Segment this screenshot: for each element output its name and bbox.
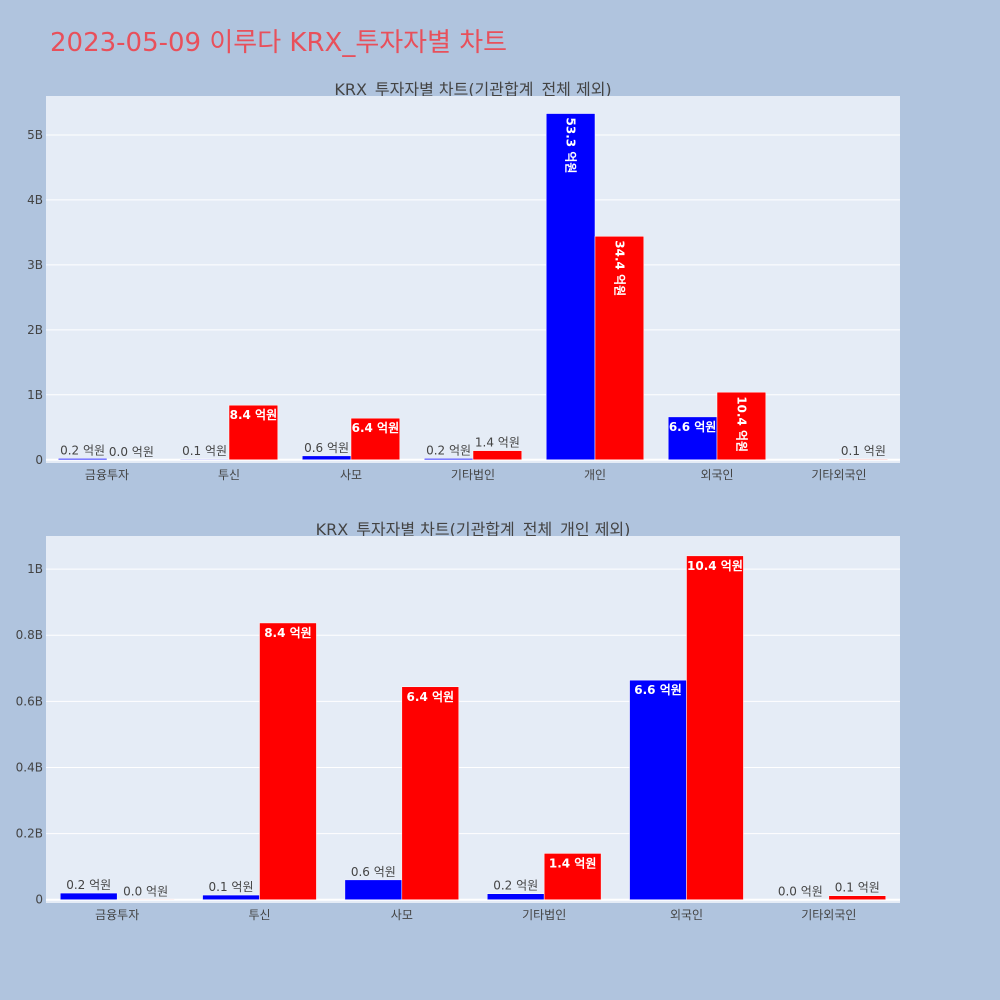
data-label: 0.2 억원	[66, 878, 111, 892]
data-label: 6.6 억원	[634, 683, 682, 697]
y-tick-label: 0.4B	[16, 760, 43, 774]
bar	[57, 458, 108, 461]
bar	[686, 555, 744, 900]
bar	[667, 416, 718, 461]
x-tick-label: 투신	[218, 468, 240, 482]
y-tick-label: 0	[35, 453, 43, 467]
data-label: 1.4 억원	[549, 856, 597, 870]
bar	[543, 853, 602, 900]
y-tick-label: 0.2B	[16, 827, 43, 841]
y-tick-label: 5B	[27, 128, 43, 142]
data-label: 34.4 억원	[612, 240, 626, 296]
x-tick-label: 외국인	[700, 468, 733, 482]
data-label: 53.3 억원	[564, 118, 578, 174]
x-tick-label: 사모	[391, 908, 413, 922]
bar	[423, 458, 474, 461]
bar	[179, 458, 230, 461]
bar	[486, 893, 545, 900]
x-tick-label: 개인	[584, 468, 606, 482]
y-tick-label: 3B	[27, 258, 43, 272]
data-label: 10.4 억원	[734, 396, 748, 452]
investor-chart-all: KRX_투자자별 차트(기관합계_전체 제외) 0 1B 2B 3B 4B 5B 금융투자 0…	[27, 80, 900, 482]
investor-chart-excl-individual: KRX_투자자별 차트(기관합계_전체_개인 제외) 0 0.2B 0.4B 0.6B…	[16, 520, 900, 922]
data-label: 0.2 억원	[60, 443, 105, 457]
x-tick-label: 기타외국인	[801, 908, 856, 922]
bar	[716, 391, 767, 461]
x-tick-label: 기타법인	[451, 468, 495, 482]
y-tick-label: 0.6B	[16, 694, 43, 708]
page-title: 2023-05-09 이루다 KRX_투자자별 차트	[50, 28, 508, 58]
bar	[828, 895, 887, 900]
x-tick-label: 사모	[340, 468, 362, 482]
y-tick-label: 1B	[27, 562, 43, 576]
data-label: 0.6 억원	[304, 441, 349, 455]
data-label: 0.6 억원	[351, 865, 396, 879]
y-tick-label: 0.8B	[16, 628, 43, 642]
data-label: 8.4 억원	[264, 626, 312, 640]
bar	[301, 455, 352, 461]
bar	[629, 679, 687, 900]
data-label: 0.1 억원	[182, 444, 227, 458]
y-tick-label: 0	[35, 893, 43, 907]
x-tick-label: 투신	[248, 908, 270, 922]
x-tick-label: 기타법인	[522, 908, 566, 922]
plot-area	[46, 536, 900, 903]
y-tick-label: 2B	[27, 323, 43, 337]
data-label: 0.2 억원	[426, 443, 471, 457]
data-label: 0.1 억원	[835, 881, 880, 895]
y-tick-label: 1B	[27, 388, 43, 402]
chart-title: KRX_투자자별 차트(기관합계_전체_개인 제외)	[316, 520, 631, 540]
bar	[344, 879, 403, 900]
bar	[545, 113, 596, 461]
data-label: 0.0 억원	[778, 885, 823, 899]
data-label: 1.4 억원	[475, 436, 520, 450]
bar	[202, 894, 260, 900]
data-label: 0.2 억원	[493, 879, 538, 893]
x-tick-label: 금융투자	[95, 908, 139, 922]
data-label: 0.1 억원	[209, 880, 254, 894]
data-label: 0.0 억원	[123, 884, 168, 898]
bar	[594, 236, 645, 461]
plot-area	[46, 96, 900, 463]
bar	[259, 622, 317, 900]
bar	[838, 458, 889, 461]
bar	[59, 892, 118, 900]
bar	[401, 686, 460, 900]
data-label: 6.4 억원	[407, 690, 455, 704]
data-label: 8.4 억원	[230, 408, 278, 422]
x-tick-label: 금융투자	[85, 468, 129, 482]
bar	[472, 450, 523, 461]
data-label: 0.0 억원	[109, 445, 154, 459]
bar	[350, 417, 401, 461]
bar	[228, 404, 279, 461]
x-tick-label: 외국인	[670, 908, 703, 922]
data-label: 0.1 억원	[841, 444, 886, 458]
data-label: 10.4 억원	[687, 559, 743, 573]
x-tick-label: 기타외국인	[811, 468, 866, 482]
y-tick-label: 4B	[27, 193, 43, 207]
data-label: 6.4 억원	[352, 421, 400, 435]
data-label: 6.6 억원	[669, 420, 717, 434]
chart-title: KRX_투자자별 차트(기관합계_전체 제외)	[334, 80, 611, 100]
